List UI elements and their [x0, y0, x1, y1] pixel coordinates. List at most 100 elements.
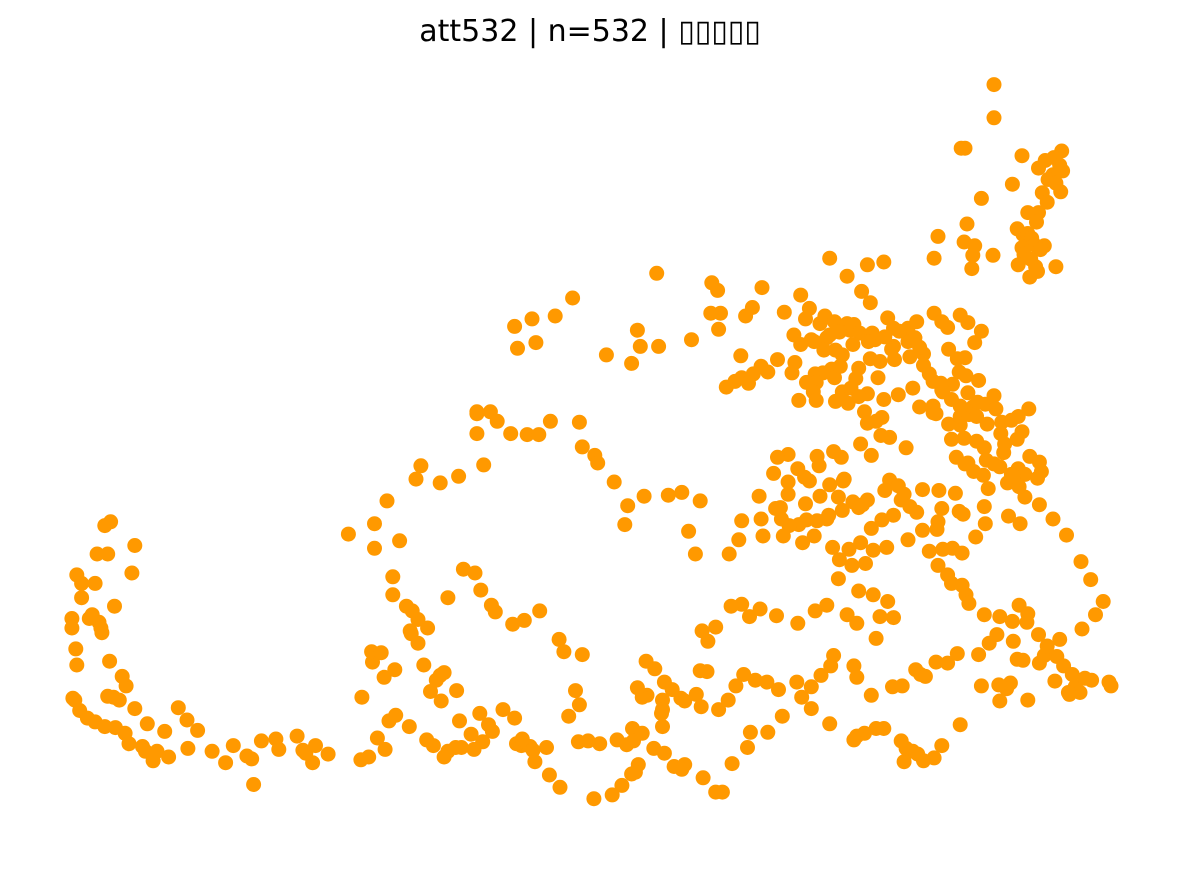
data-point [692, 663, 708, 679]
data-point [855, 497, 871, 513]
data-point [774, 708, 790, 724]
data-point [812, 488, 828, 504]
data-point [853, 436, 869, 452]
data-point [891, 323, 907, 339]
data-point [369, 730, 385, 746]
data-point [1009, 431, 1025, 447]
data-point [624, 355, 640, 371]
data-point [934, 738, 950, 754]
data-point [986, 110, 1002, 126]
data-point [423, 684, 438, 699]
data-point [376, 669, 392, 685]
data-point [846, 732, 862, 748]
data-point [734, 513, 750, 529]
data-point [832, 358, 848, 374]
data-point [934, 501, 950, 516]
data-point [507, 318, 523, 334]
data-point [822, 250, 838, 266]
data-point [957, 140, 973, 156]
data-point [68, 641, 84, 657]
data-point [868, 630, 884, 646]
data-point [598, 347, 614, 363]
data-point [917, 668, 933, 684]
data-point [449, 683, 465, 699]
data-point [97, 518, 113, 534]
data-point [170, 700, 186, 716]
data-point [789, 674, 805, 690]
data-point [830, 571, 846, 587]
data-point [947, 485, 963, 501]
data-point [724, 756, 740, 772]
data-point [991, 677, 1007, 693]
data-point [769, 608, 784, 624]
data-point [161, 749, 177, 765]
data-point [1020, 205, 1036, 221]
data-point [552, 779, 568, 795]
data-point [127, 538, 143, 553]
data-point [790, 461, 806, 477]
data-point [827, 370, 842, 386]
data-point [1048, 259, 1064, 275]
data-point [711, 321, 727, 337]
data-point [516, 612, 532, 628]
data-point [851, 389, 867, 405]
data-point [1015, 652, 1031, 668]
data-point [531, 427, 547, 443]
data-point [710, 282, 726, 298]
data-point [398, 598, 414, 614]
data-point [776, 304, 792, 320]
data-point [821, 507, 837, 523]
data-point [1003, 412, 1019, 428]
data-point [542, 413, 558, 429]
data-point [139, 716, 155, 732]
data-point [877, 329, 893, 345]
data-point [1039, 194, 1055, 210]
data-point [1052, 631, 1068, 647]
data-point [687, 546, 703, 562]
data-point [997, 436, 1013, 452]
data-point [961, 595, 977, 611]
data-point [740, 740, 755, 755]
data-point [590, 455, 606, 471]
data-point [1084, 672, 1100, 688]
data-point [849, 669, 865, 685]
data-point [1029, 214, 1044, 230]
data-point [958, 368, 974, 384]
data-point [570, 734, 586, 750]
data-point [692, 493, 708, 509]
data-point [934, 314, 950, 330]
data-point [604, 787, 620, 803]
data-point [124, 565, 140, 581]
data-point [636, 488, 652, 504]
data-point [1039, 638, 1055, 654]
data-point [858, 556, 873, 571]
data-point [614, 777, 630, 793]
data-point [976, 499, 992, 515]
data-point [495, 702, 511, 718]
data-point [1005, 633, 1021, 649]
data-point [916, 357, 931, 373]
data-point [519, 427, 535, 443]
data-point [902, 499, 918, 515]
data-point [862, 295, 878, 311]
data-point [854, 283, 870, 299]
data-point [455, 561, 471, 577]
data-point [772, 500, 788, 516]
data-point [971, 647, 987, 663]
data-point [574, 647, 590, 663]
data-point [799, 374, 814, 390]
data-point [127, 701, 143, 717]
data-point [841, 541, 857, 557]
data-point [865, 587, 881, 603]
data-point [863, 447, 879, 463]
data-point [289, 728, 305, 744]
data-point [723, 598, 739, 614]
data-point [738, 308, 754, 324]
data-point [367, 516, 382, 532]
data-point [819, 597, 835, 613]
data-point [886, 507, 901, 523]
data-point [114, 668, 130, 684]
data-point [859, 257, 875, 273]
data-point [632, 338, 648, 354]
